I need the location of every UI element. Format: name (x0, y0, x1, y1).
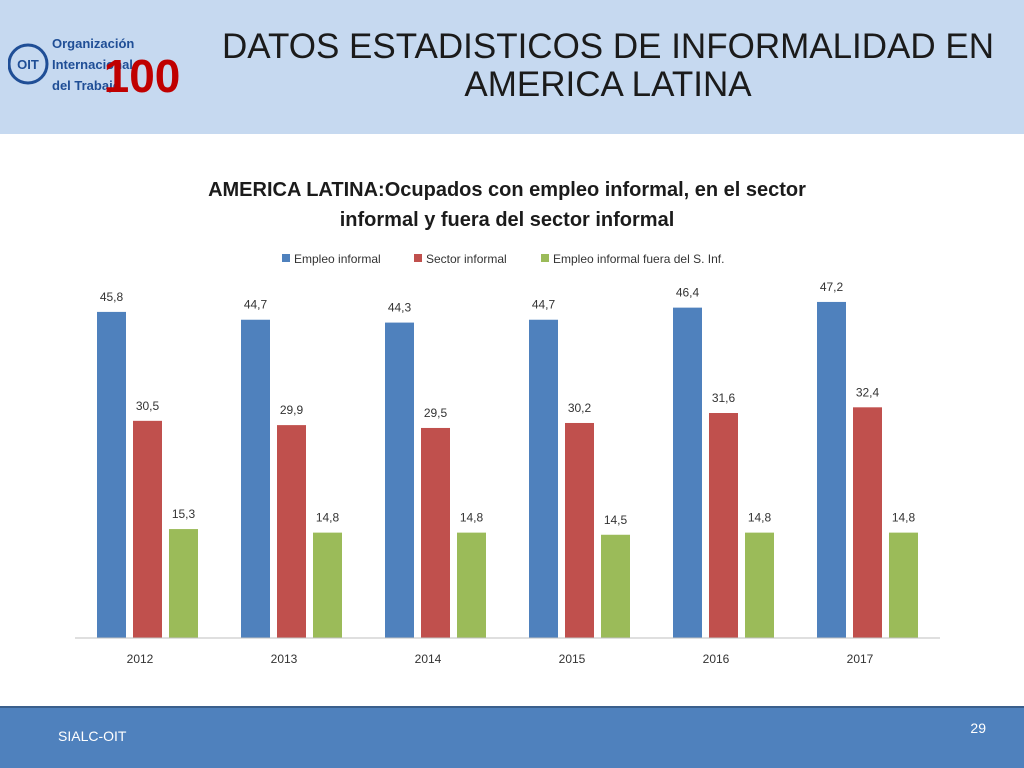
bar-2013-series-2 (277, 425, 306, 638)
bar-2016-series-2 (709, 413, 738, 638)
data-label-2016-series-3: 14,8 (748, 511, 772, 525)
x-tick-label-2015: 2015 (559, 652, 586, 666)
data-label-2016-series-2: 31,6 (712, 391, 736, 405)
bar-2017-series-1 (817, 301, 846, 638)
data-label-2013-series-1: 44,7 (244, 298, 268, 312)
x-tick-label-2014: 2014 (415, 652, 442, 666)
data-label-2014-series-2: 29,5 (424, 406, 448, 420)
data-label-2015-series-1: 44,7 (532, 298, 556, 312)
x-axis-tick-labels: 2012 2013 2014 2015 2016 2017 (127, 652, 874, 666)
slide-title-line-1: DATOS ESTADISTICOS DE INFORMALIDAD EN (221, 27, 995, 66)
data-label-2013-series-3: 14,8 (316, 511, 340, 525)
bar-2013-series-3 (313, 532, 342, 638)
chart-bars (97, 301, 918, 638)
legend-swatch-series-3 (541, 254, 549, 262)
x-tick-label-2012: 2012 (127, 652, 154, 666)
bar-2012-series-2 (133, 420, 162, 638)
bar-2017-series-2 (853, 407, 882, 638)
legend-label-series-3: Empleo informal fuera del S. Inf. (553, 252, 724, 266)
x-tick-label-2016: 2016 (703, 652, 730, 666)
data-label-2012-series-2: 30,5 (136, 399, 160, 413)
chart-title-line-2: informal y fuera del sector informal (340, 209, 675, 231)
bar-2015-series-1 (529, 319, 558, 638)
chart-legend: Empleo informal Sector informal Empleo inf… (282, 252, 724, 266)
bar-2012-series-1 (97, 311, 126, 638)
ilo-name-line-3: del Trabajo (52, 78, 121, 93)
footer-source-label: SIALC-OIT (58, 728, 127, 744)
ilo-100-mark: 100 (104, 50, 181, 102)
x-tick-label-2013: 2013 (271, 652, 298, 666)
data-label-2012-series-1: 45,8 (100, 290, 124, 304)
data-label-2017-series-3: 14,8 (892, 511, 916, 525)
slide-title-line-2: AMERICA LATINA (464, 65, 752, 104)
page-number: 29 (970, 720, 986, 736)
chart-data-labels: 45,8 30,5 15,3 44,7 29,9 14,8 44,3 29,5 14,8 44,7… (100, 280, 916, 527)
data-label-2014-series-3: 14,8 (460, 511, 484, 525)
legend-label-series-1: Empleo informal (294, 252, 381, 266)
bar-2014-series-1 (385, 322, 414, 638)
chart-title-line-1: AMERICA LATINA:Ocupados con empleo infor… (208, 179, 806, 201)
bar-2012-series-3 (169, 529, 198, 638)
ilo-emblem-text: OIT (17, 57, 39, 72)
ilo-name-line-2: Internacional (52, 57, 133, 72)
bar-2016-series-3 (745, 532, 774, 638)
legend-swatch-series-2 (414, 254, 422, 262)
ilo-emblem (8, 43, 49, 85)
bar-chart: AMERICA LATINA:Ocupados con empleo infor… (75, 179, 940, 666)
data-label-2015-series-2: 30,2 (568, 401, 592, 415)
ilo-name-line-1: Organización (52, 36, 134, 51)
legend-label-series-2: Sector informal (426, 252, 507, 266)
data-label-2013-series-2: 29,9 (280, 403, 304, 417)
legend-swatch-series-1 (282, 254, 290, 262)
bar-2015-series-3 (601, 534, 630, 638)
bar-2014-series-2 (421, 427, 450, 638)
slide-title: DATOS ESTADISTICOS DE INFORMALIDAD EN AM… (200, 28, 1016, 104)
data-label-2017-series-1: 47,2 (820, 280, 844, 294)
bar-2016-series-1 (673, 307, 702, 638)
data-label-2016-series-1: 46,4 (676, 286, 700, 300)
bar-2013-series-1 (241, 319, 270, 638)
slide-footer: SIALC-OIT 29 (0, 706, 1024, 768)
bar-2014-series-3 (457, 532, 486, 638)
data-label-2015-series-3: 14,5 (604, 513, 628, 527)
data-label-2017-series-2: 32,4 (856, 385, 880, 399)
x-tick-label-2017: 2017 (847, 652, 874, 666)
data-label-2012-series-3: 15,3 (172, 507, 196, 521)
data-label-2014-series-1: 44,3 (388, 301, 412, 315)
ilo-logo: OIT Organización Internacional del Traba… (8, 36, 181, 102)
slide-header: OIT Organización Internacional del Traba… (0, 0, 1024, 134)
bar-2015-series-2 (565, 422, 594, 638)
bar-2017-series-3 (889, 532, 918, 638)
